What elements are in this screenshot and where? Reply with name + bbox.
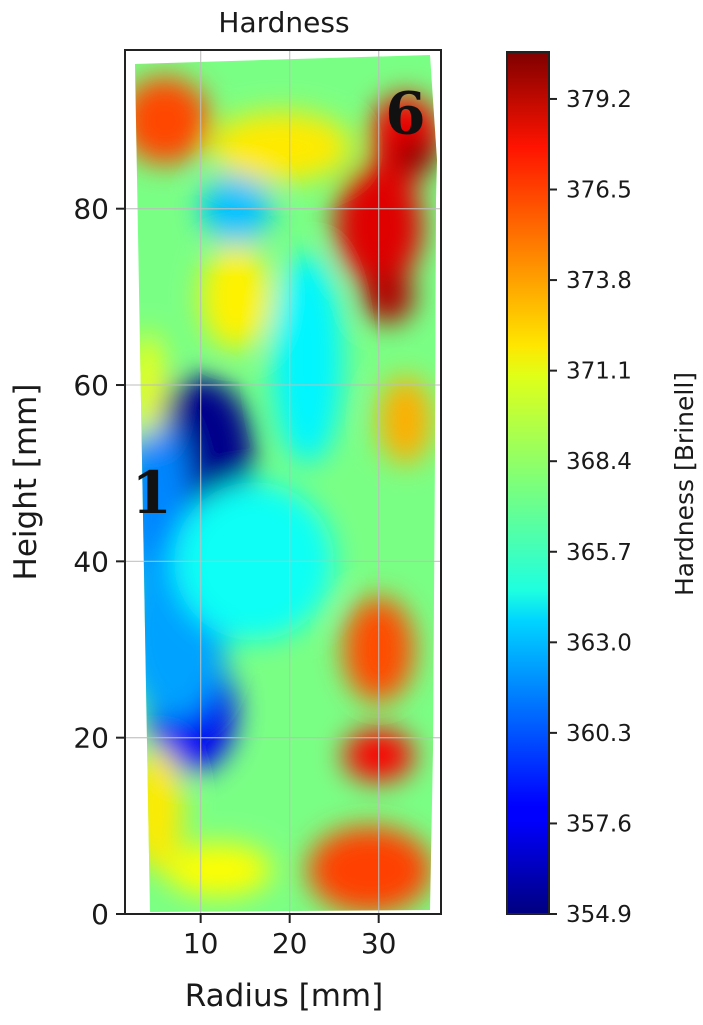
hardness-region: [135, 746, 183, 870]
point-markers: 16: [132, 80, 426, 527]
colorbar-tick-label: 363.0: [566, 630, 632, 656]
colorbar-tick-label: 373.8: [566, 268, 632, 294]
point-marker-label: 6: [385, 80, 425, 148]
hardness-region: [378, 376, 433, 465]
hardness-region: [209, 111, 352, 183]
hardness-region: [307, 825, 433, 912]
colorbar: [506, 51, 550, 915]
hardness-region: [135, 76, 210, 165]
hardness-region: [271, 252, 344, 465]
x-tick-label: 10: [183, 927, 219, 960]
hardness-region: [392, 138, 437, 174]
colorbar-tick-label: 365.7: [566, 540, 632, 566]
colorbar-tick-label: 357.6: [566, 811, 632, 837]
plot-frame: [124, 49, 442, 915]
colorbar-label: Hardness [Brinell]: [670, 372, 699, 596]
y-tick-label: 0: [91, 898, 109, 931]
chart-title: Hardness: [218, 6, 349, 39]
colorbar-tick-label: 379.2: [566, 87, 632, 113]
colorbar-tick-label: 368.4: [566, 449, 632, 475]
y-axis-label: Height [mm]: [8, 384, 44, 581]
hardness-region: [360, 270, 415, 324]
hardness-region: [165, 843, 272, 897]
x-axis-label: Radius [mm]: [185, 978, 383, 1014]
colorbar-tick-label: 376.5: [566, 178, 632, 204]
colorbar-tick-label: 371.1: [566, 359, 632, 385]
y-tick-label: 80: [73, 193, 109, 226]
x-axis-ticks: 10 20 30: [183, 914, 397, 960]
x-tick-label: 30: [361, 927, 397, 960]
grid: [125, 50, 441, 914]
colorbar-tick-label: 354.9: [566, 902, 632, 928]
colorbar-ticks: 354.9 357.6 360.3 363.0 365.7 368.4 371.1 373.8…: [549, 87, 632, 928]
hardness-region: [200, 243, 272, 350]
y-tick-label: 20: [73, 722, 109, 755]
y-tick-label: 60: [73, 369, 109, 402]
x-tick-label: 20: [272, 927, 308, 960]
colorbar-tick-label: 360.3: [566, 721, 632, 747]
point-marker-label: 1: [132, 459, 172, 527]
y-tick-label: 40: [73, 545, 109, 578]
y-axis-ticks: 0 20 40 60 80: [73, 193, 125, 931]
